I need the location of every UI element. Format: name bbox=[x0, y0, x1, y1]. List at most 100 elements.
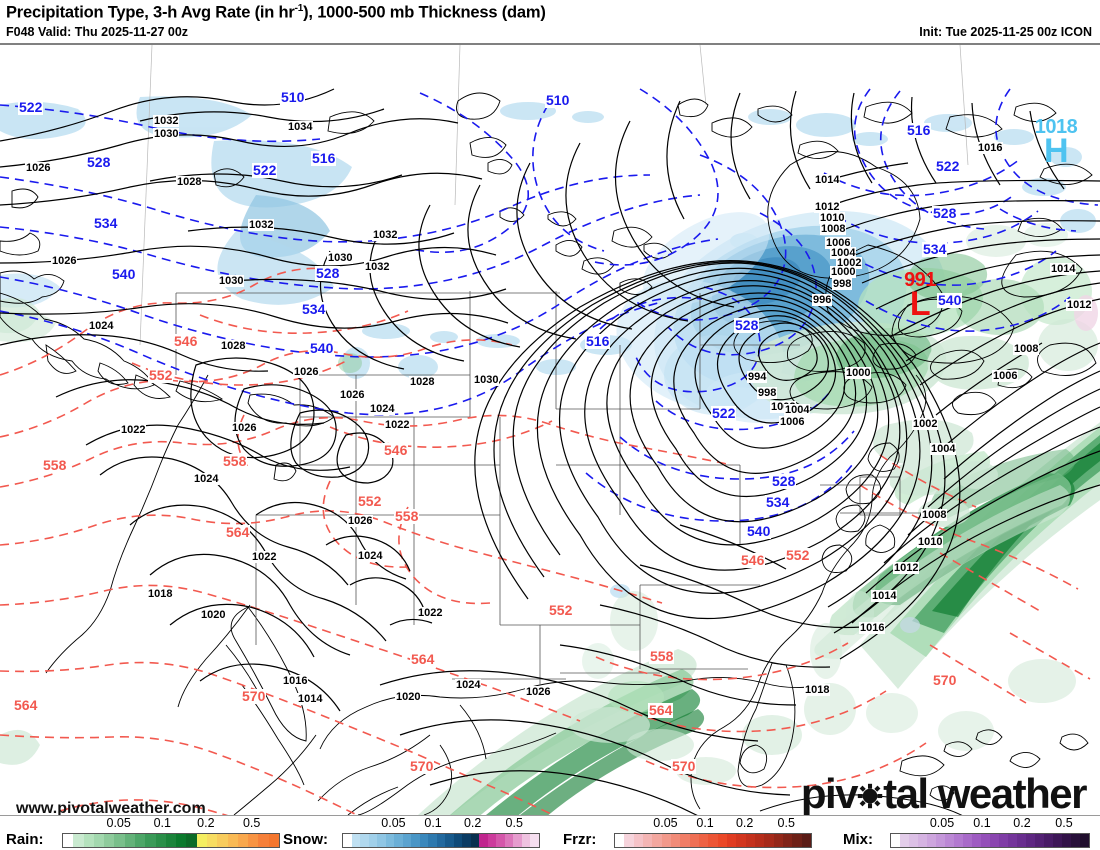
isobar-label: 1018 bbox=[804, 684, 831, 696]
colorbar-swatch bbox=[1017, 834, 1026, 847]
colorbar-swatch bbox=[801, 834, 811, 847]
colorbar-snow[interactable] bbox=[342, 833, 540, 848]
colorbar-swatch bbox=[114, 834, 125, 847]
colorbar-swatch bbox=[972, 834, 981, 847]
colorbar-label-rain: Rain: bbox=[6, 831, 44, 848]
isobar-label: 1026 bbox=[525, 686, 552, 698]
gear-icon bbox=[857, 783, 883, 809]
colorbar-group-frzr: Frzr: 0.05 0.1 0.2 0.5 bbox=[563, 815, 812, 850]
colorbar-swatch bbox=[487, 834, 497, 847]
isobar-label: 1014 bbox=[814, 174, 841, 186]
colorbar-tick: 0.05 bbox=[381, 816, 406, 830]
isobar-label: 1026 bbox=[25, 162, 52, 174]
isobar-label: 1030 bbox=[473, 374, 500, 386]
isobar-label: 1024 bbox=[369, 403, 396, 415]
thickness-label-cold: 510 bbox=[280, 89, 306, 105]
isobar-label: 1022 bbox=[384, 419, 411, 431]
colorbar-tick: 0.1 bbox=[153, 816, 171, 830]
colorbar-swatch bbox=[792, 834, 802, 847]
colorbar-swatch bbox=[642, 834, 653, 847]
thickness-label-warm: 570 bbox=[241, 688, 267, 704]
colorbar-ticks-rain: 0.05 0.1 0.2 0.5 bbox=[62, 816, 280, 831]
colorbar-tick: 0.5 bbox=[1055, 816, 1073, 830]
colorbar-swatch bbox=[698, 834, 709, 847]
colorbar-swatch bbox=[773, 834, 783, 847]
colorbar-swatch bbox=[217, 834, 228, 847]
isobar-label: 1012 bbox=[814, 201, 841, 213]
thickness-label-cold: 528 bbox=[932, 205, 958, 221]
colorbar-swatch bbox=[652, 834, 662, 847]
thickness-label-cold: 540 bbox=[746, 523, 772, 539]
precip-shading-layer bbox=[0, 96, 1100, 815]
isobar-label: 1030 bbox=[153, 128, 180, 140]
isobar-label: 1024 bbox=[455, 679, 482, 691]
colorbar-swatch bbox=[83, 834, 94, 847]
colorbar-swatch bbox=[615, 834, 625, 847]
isobar-label: 1012 bbox=[893, 562, 920, 574]
valid-time-label: F048 Valid: Thu 2025-11-27 00z bbox=[6, 25, 189, 39]
colorbar-swatch bbox=[708, 834, 718, 847]
thickness-label-warm: 552 bbox=[548, 602, 574, 618]
title-superscript: -1 bbox=[294, 3, 304, 14]
thickness-label-warm: 564 bbox=[13, 697, 39, 713]
colorbar-swatch bbox=[1044, 834, 1053, 847]
colorbar-swatch bbox=[93, 834, 105, 847]
thickness-label-warm: 570 bbox=[932, 672, 958, 688]
colorbar-swatch bbox=[343, 834, 352, 847]
thickness-label-cold: 522 bbox=[711, 405, 737, 421]
colorbar-swatch bbox=[237, 834, 249, 847]
isobar-label: 1026 bbox=[51, 255, 78, 267]
colorbar-tick: 0.05 bbox=[929, 816, 955, 830]
isobar-label: 1028 bbox=[220, 340, 247, 352]
colorbar-rain[interactable] bbox=[62, 833, 280, 848]
isobar-label: 1004 bbox=[830, 247, 857, 259]
isobar-label: 1016 bbox=[859, 622, 886, 634]
colorbar-label-mix: Mix: bbox=[843, 831, 873, 848]
colorbar-swatch bbox=[670, 834, 681, 847]
colorbar-swatch bbox=[402, 834, 412, 847]
isobar-label: 1006 bbox=[825, 237, 852, 249]
colorbar-swatch bbox=[470, 834, 480, 847]
map-canvas[interactable]: 1032 1030 1034 1026 1028 1032 1032 1030 1032 1026… bbox=[0, 45, 1100, 815]
colorbar-swatch bbox=[909, 834, 918, 847]
colorbar-swatch bbox=[248, 834, 259, 847]
thickness-label-cold: 528 bbox=[315, 265, 341, 281]
colorbar-swatch bbox=[689, 834, 699, 847]
isobar-label: 1004 bbox=[930, 443, 957, 455]
brand-prefix: piv bbox=[800, 770, 859, 815]
lat-lon-grid bbox=[139, 45, 969, 346]
colorbar-swatch bbox=[981, 834, 990, 847]
low-pressure-center: 991 L bbox=[890, 270, 950, 321]
colorbar-mix[interactable] bbox=[890, 833, 1090, 848]
isobar-label: 1022 bbox=[251, 551, 278, 563]
thickness-label-cold: 528 bbox=[86, 154, 112, 170]
colorbar-swatch bbox=[176, 834, 187, 847]
colorbar-frzr[interactable] bbox=[614, 833, 812, 848]
isobar-label: 1002 bbox=[912, 418, 939, 430]
colorbar-tick: 0.2 bbox=[463, 816, 482, 830]
thickness-label-cold: 540 bbox=[937, 292, 963, 308]
thickness-label-warm: 552 bbox=[148, 367, 174, 383]
isobar-label: 1032 bbox=[153, 115, 180, 127]
isobar-label: 1032 bbox=[248, 219, 275, 231]
colorbar-swatch bbox=[736, 834, 746, 847]
colorbar-swatch bbox=[717, 834, 727, 847]
legend-divider bbox=[0, 815, 1100, 816]
colorbar-swatch bbox=[1071, 834, 1080, 847]
colorbar-ticks-mix: 0.05 0.1 0.2 0.5 bbox=[890, 816, 1090, 831]
thickness-label-cold: 534 bbox=[301, 301, 327, 317]
isobar-label: 1008 bbox=[921, 509, 948, 521]
colorbar-tick: 0.1 bbox=[424, 816, 442, 830]
thickness-label-cold: 540 bbox=[309, 340, 335, 356]
colorbar-swatch bbox=[258, 834, 269, 847]
thickness-label-warm: 552 bbox=[785, 547, 811, 563]
colorbar-swatch bbox=[624, 834, 634, 847]
colorbar-swatch bbox=[63, 834, 74, 847]
colorbar-swatch bbox=[165, 834, 177, 847]
thickness-label-cold: 528 bbox=[734, 317, 760, 333]
colorbar-label-snow: Snow: bbox=[283, 831, 328, 848]
colorbar-tick: 0.2 bbox=[735, 816, 754, 830]
thickness-label-cold: 522 bbox=[18, 99, 44, 115]
colorbar-swatch bbox=[754, 834, 765, 847]
colorbar-ticks-snow: 0.05 0.1 0.2 0.5 bbox=[342, 816, 540, 831]
